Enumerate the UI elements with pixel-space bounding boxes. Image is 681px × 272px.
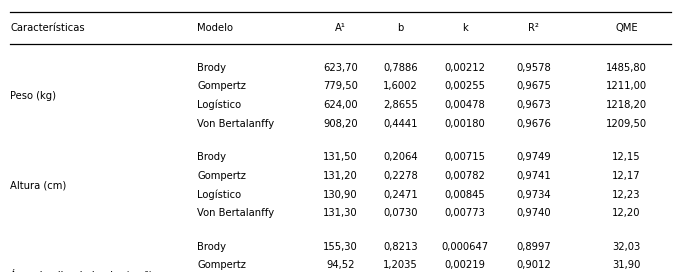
Text: Brody: Brody bbox=[197, 242, 227, 252]
Text: Área de olho de lombo (cm²): Área de olho de lombo (cm²) bbox=[10, 269, 153, 272]
Text: 0,4441: 0,4441 bbox=[383, 119, 417, 129]
Text: 623,70: 623,70 bbox=[323, 63, 358, 73]
Text: QME: QME bbox=[615, 23, 638, 33]
Text: 0,00219: 0,00219 bbox=[445, 260, 486, 270]
Text: 0,7886: 0,7886 bbox=[383, 63, 417, 73]
Text: Von Bertalanffy: Von Bertalanffy bbox=[197, 119, 274, 129]
Text: 12,23: 12,23 bbox=[612, 190, 641, 200]
Text: A¹: A¹ bbox=[335, 23, 346, 33]
Text: 0,00212: 0,00212 bbox=[445, 63, 486, 73]
Text: 0,00478: 0,00478 bbox=[445, 100, 486, 110]
Text: 2,8655: 2,8655 bbox=[383, 100, 418, 110]
Text: Logístico: Logístico bbox=[197, 100, 242, 110]
Text: 0,00782: 0,00782 bbox=[445, 171, 486, 181]
Text: 131,30: 131,30 bbox=[323, 208, 358, 218]
Text: 0,00180: 0,00180 bbox=[445, 119, 486, 129]
Text: Altura (cm): Altura (cm) bbox=[10, 180, 67, 190]
Text: Brody: Brody bbox=[197, 63, 227, 73]
Text: b: b bbox=[397, 23, 404, 33]
Text: Características: Características bbox=[10, 23, 85, 33]
Text: R²: R² bbox=[528, 23, 539, 33]
Text: 131,50: 131,50 bbox=[323, 152, 358, 162]
Text: 0,2471: 0,2471 bbox=[383, 190, 418, 200]
Text: 624,00: 624,00 bbox=[323, 100, 358, 110]
Text: 0,2064: 0,2064 bbox=[383, 152, 417, 162]
Text: 0,9578: 0,9578 bbox=[516, 63, 552, 73]
Text: 1,6002: 1,6002 bbox=[383, 81, 418, 91]
Text: 0,00255: 0,00255 bbox=[445, 81, 486, 91]
Text: 0,00845: 0,00845 bbox=[445, 190, 486, 200]
Text: 0,00715: 0,00715 bbox=[445, 152, 486, 162]
Text: 1218,20: 1218,20 bbox=[606, 100, 647, 110]
Text: 130,90: 130,90 bbox=[323, 190, 358, 200]
Text: 0,9741: 0,9741 bbox=[516, 171, 552, 181]
Text: 12,17: 12,17 bbox=[612, 171, 641, 181]
Text: k: k bbox=[462, 23, 468, 33]
Text: 1,2035: 1,2035 bbox=[383, 260, 418, 270]
Text: 0,8997: 0,8997 bbox=[516, 242, 552, 252]
Text: 0,9675: 0,9675 bbox=[516, 81, 552, 91]
Text: 1211,00: 1211,00 bbox=[606, 81, 647, 91]
Text: 31,90: 31,90 bbox=[612, 260, 641, 270]
Text: Modelo: Modelo bbox=[197, 23, 234, 33]
Text: Gompertz: Gompertz bbox=[197, 260, 247, 270]
Text: 908,20: 908,20 bbox=[323, 119, 358, 129]
Text: 12,15: 12,15 bbox=[612, 152, 641, 162]
Text: 0,8213: 0,8213 bbox=[383, 242, 417, 252]
Text: 155,30: 155,30 bbox=[323, 242, 358, 252]
Text: 1485,80: 1485,80 bbox=[606, 63, 647, 73]
Text: 32,03: 32,03 bbox=[612, 242, 641, 252]
Text: 0,9749: 0,9749 bbox=[516, 152, 552, 162]
Text: 0,9740: 0,9740 bbox=[517, 208, 551, 218]
Text: 0,2278: 0,2278 bbox=[383, 171, 418, 181]
Text: 0,9734: 0,9734 bbox=[517, 190, 551, 200]
Text: Gompertz: Gompertz bbox=[197, 81, 247, 91]
Text: 94,52: 94,52 bbox=[326, 260, 355, 270]
Text: 0,00773: 0,00773 bbox=[445, 208, 486, 218]
Text: Von Bertalanffy: Von Bertalanffy bbox=[197, 208, 274, 218]
Text: Peso (kg): Peso (kg) bbox=[10, 91, 57, 101]
Text: 1209,50: 1209,50 bbox=[606, 119, 647, 129]
Text: 779,50: 779,50 bbox=[323, 81, 358, 91]
Text: 0,9676: 0,9676 bbox=[516, 119, 552, 129]
Text: Brody: Brody bbox=[197, 152, 227, 162]
Text: 0,0730: 0,0730 bbox=[383, 208, 417, 218]
Text: Logístico: Logístico bbox=[197, 189, 242, 200]
Text: 12,20: 12,20 bbox=[612, 208, 641, 218]
Text: 0,9012: 0,9012 bbox=[516, 260, 552, 270]
Text: Gompertz: Gompertz bbox=[197, 171, 247, 181]
Text: 0,000647: 0,000647 bbox=[441, 242, 489, 252]
Text: 131,20: 131,20 bbox=[323, 171, 358, 181]
Text: 0,9673: 0,9673 bbox=[516, 100, 552, 110]
